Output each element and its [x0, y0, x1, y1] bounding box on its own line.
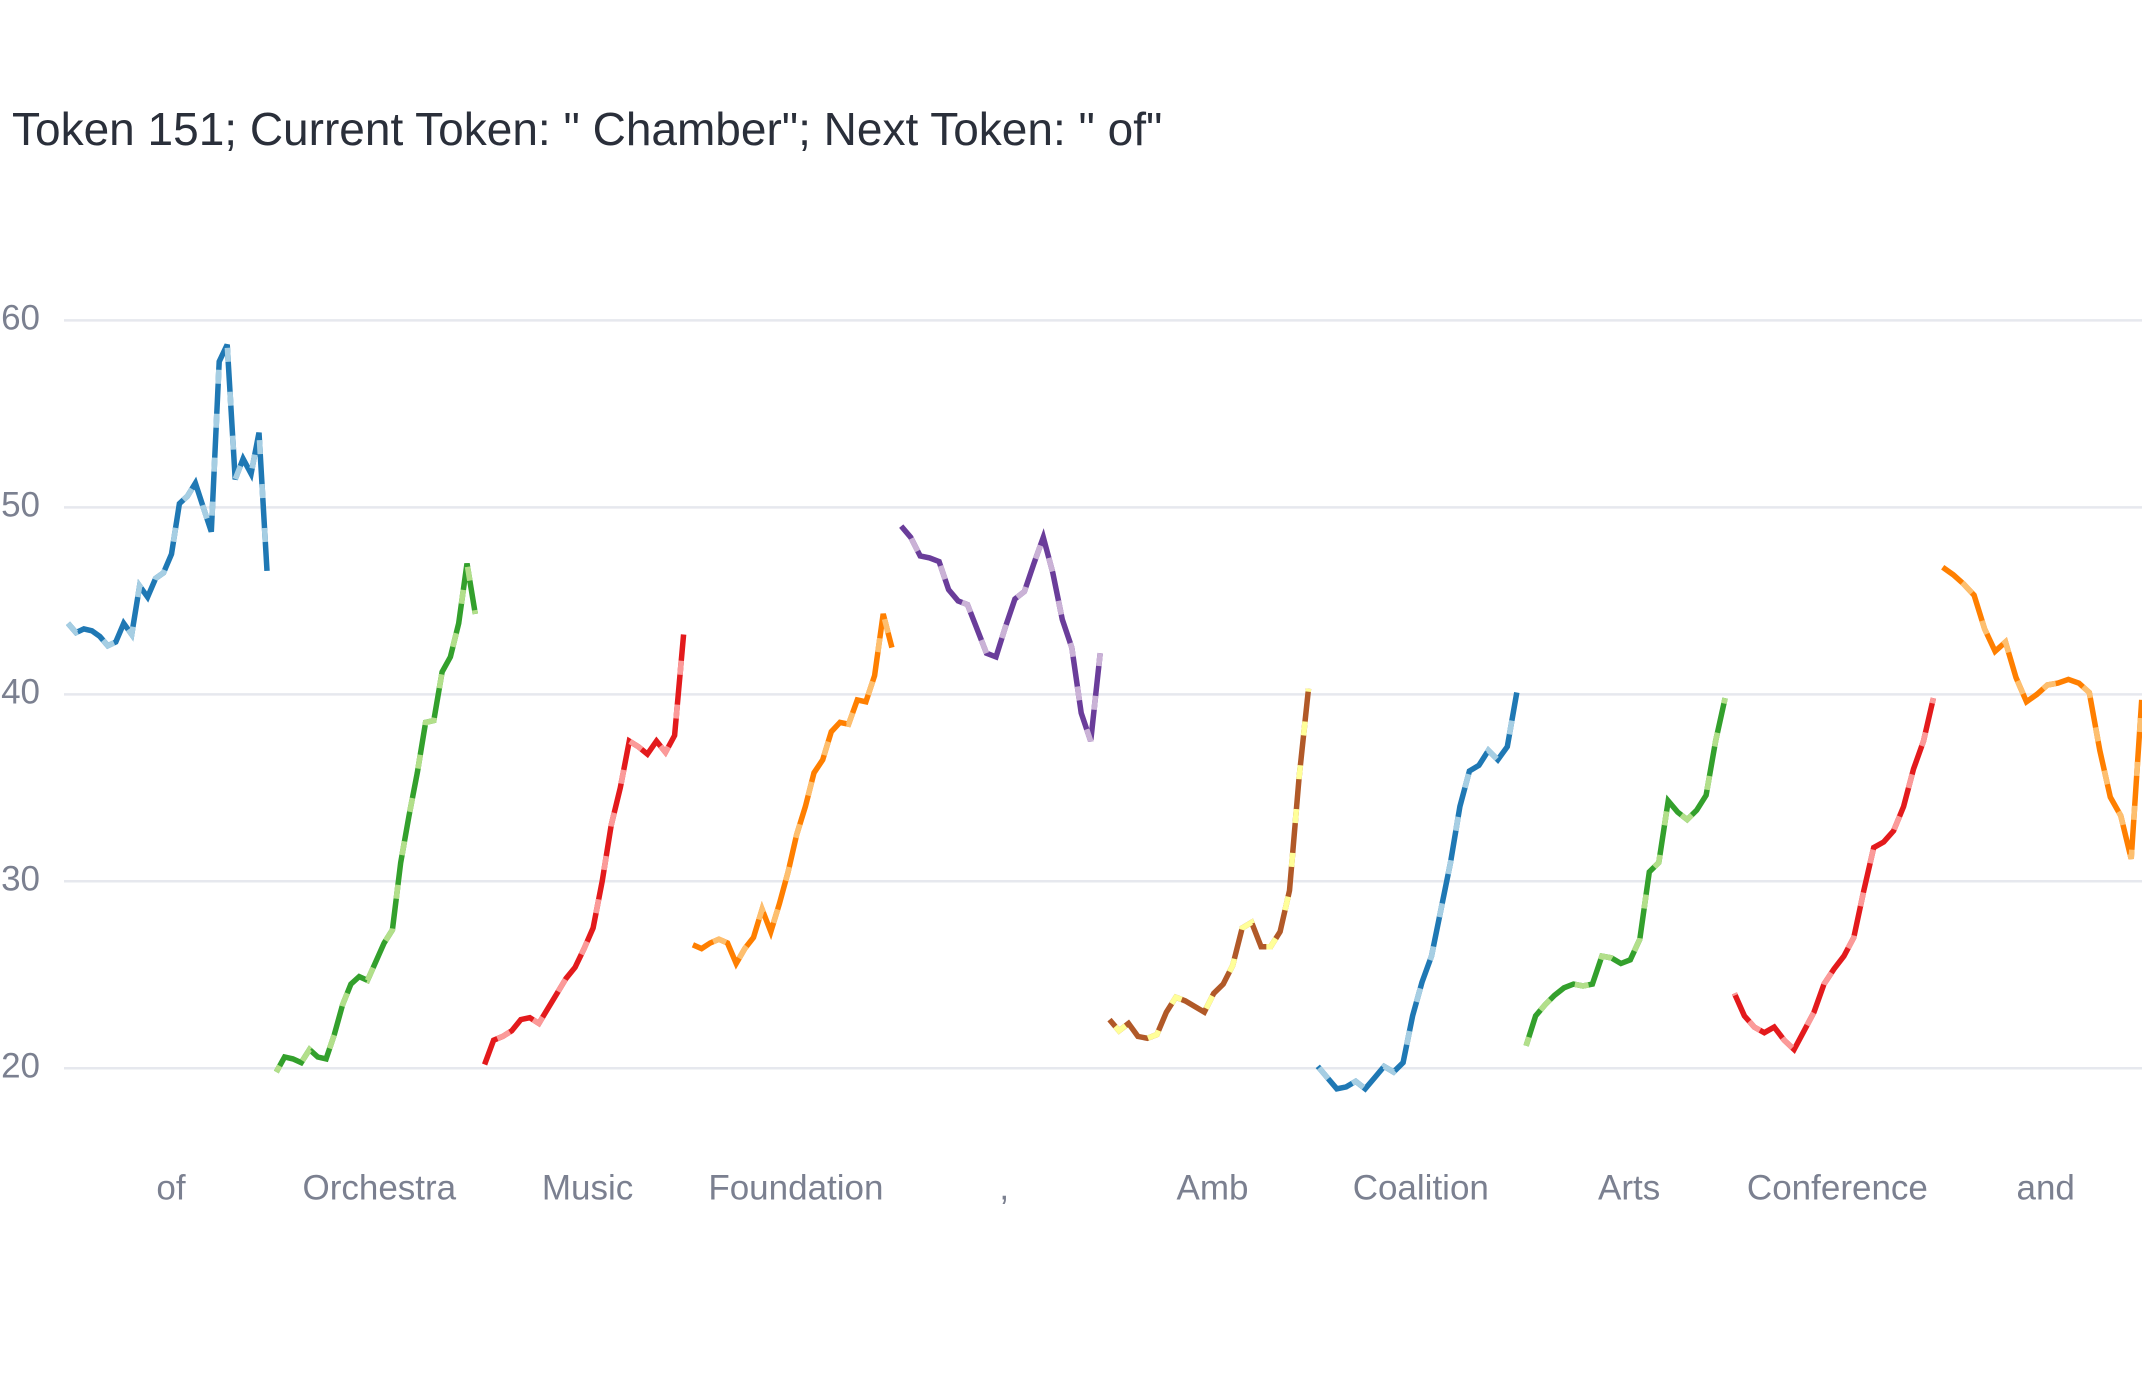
x-tick-label: Conference [1747, 1168, 1928, 1207]
series-line [1941, 564, 2142, 860]
y-tick-label: 30 [1, 860, 40, 899]
series-line-highlight [691, 613, 895, 970]
series-line [899, 524, 1103, 742]
series-line-highlight [273, 563, 479, 1074]
series-line [691, 613, 895, 970]
x-tick-label: , [999, 1168, 1009, 1207]
series-line [482, 634, 687, 1066]
y-tick-label: 20 [1, 1046, 40, 1085]
x-tick-label: Coalition [1353, 1168, 1489, 1207]
series-line [273, 563, 479, 1074]
series-line-highlight [65, 343, 270, 650]
series-line-highlight [1731, 697, 1937, 1054]
x-tick-label: and [2016, 1168, 2074, 1207]
x-tick-label: Arts [1598, 1168, 1660, 1207]
series-line-highlight [1315, 692, 1520, 1093]
y-tick-label: 60 [1, 299, 40, 338]
series-line [65, 343, 270, 650]
series-line [1107, 688, 1312, 1042]
series-line-highlight [1107, 688, 1312, 1042]
y-tick-label: 50 [1, 486, 40, 525]
series-line-highlight [1941, 564, 2142, 860]
x-tick-label: Amb [1177, 1168, 1249, 1207]
x-tick-label: Foundation [708, 1168, 883, 1207]
series-line [1523, 697, 1728, 1047]
series-line [1731, 697, 1937, 1054]
x-tick-label: Music [542, 1168, 633, 1207]
y-tick-label: 40 [1, 673, 40, 712]
x-tick-label: Orchestra [302, 1168, 456, 1207]
chart-title: Token 151; Current Token: " Chamber"; Ne… [12, 103, 1162, 155]
series-line-highlight [482, 634, 687, 1066]
x-tick-label: of [156, 1168, 185, 1207]
